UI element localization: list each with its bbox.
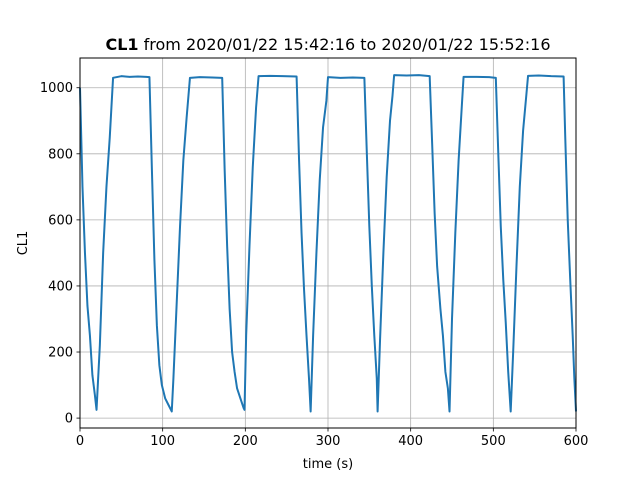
x-tick-label: 500 [481,434,506,449]
y-tick-label: 400 [48,279,73,294]
y-tick-label: 200 [48,346,73,361]
y-tick-label: 1000 [40,81,73,96]
chart-title: CL1 from 2020/01/22 15:42:16 to 2020/01/… [105,35,550,54]
y-tick-label: 800 [48,147,73,162]
x-tick-label: 0 [76,434,84,449]
x-tick-label: 300 [316,434,341,449]
y-axis-label: CL1 [16,231,31,256]
x-tick-label: 100 [150,434,175,449]
x-axis-label: time (s) [303,457,353,472]
grid [79,58,577,428]
y-tick-label: 0 [65,412,73,427]
chart-title-rest: from 2020/01/22 15:42:16 to 2020/01/22 1… [139,35,551,54]
series-lines [79,74,577,413]
chart-title-bold: CL1 [105,35,138,54]
x-axis-ticks: 0 100 200 300 400 500 600 [76,428,589,449]
x-tick-label: 400 [398,434,423,449]
y-axis-ticks: 0 200 400 600 800 1000 [40,81,80,427]
x-tick-label: 600 [564,434,589,449]
y-tick-label: 600 [48,213,73,228]
x-tick-label: 200 [233,434,258,449]
series-line [79,74,577,413]
